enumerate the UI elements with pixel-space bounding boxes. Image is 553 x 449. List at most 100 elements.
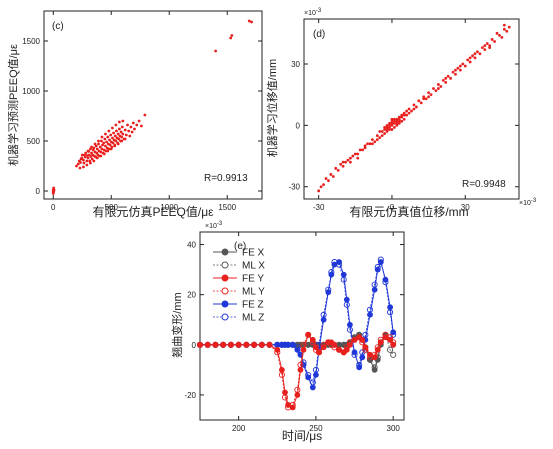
d-data-point — [480, 46, 484, 50]
e-series-line — [200, 333, 394, 409]
d-data-point — [461, 62, 465, 66]
d-data-point — [441, 78, 445, 82]
d-data-point — [500, 36, 504, 39]
e-data-point-open — [196, 341, 204, 348]
c-data-point — [113, 134, 117, 138]
d-data-point — [400, 115, 404, 119]
d-data-point — [378, 136, 382, 140]
e-legend-label: FE Z — [242, 300, 264, 311]
c-data-point — [51, 191, 55, 195]
c-data-point — [137, 119, 141, 123]
e-data-point-open — [356, 361, 363, 368]
c-ytick-label: 0 — [36, 187, 41, 196]
e-data-point-open — [297, 361, 304, 368]
e-data-point-open — [382, 331, 389, 338]
d-xtick-label: 30 — [461, 203, 470, 212]
c-data-point — [76, 162, 80, 166]
e-data-point-open — [212, 341, 219, 348]
d-data-point — [336, 168, 340, 172]
d-data-point — [395, 121, 399, 125]
c-data-point — [52, 188, 56, 192]
d-y-exponent: ×10-3 — [304, 8, 322, 17]
d-data-point — [395, 119, 399, 123]
d-data-point — [319, 185, 323, 189]
c-data-point — [102, 152, 106, 156]
e-data-point-filled — [320, 316, 327, 323]
d-data-point — [331, 175, 335, 178]
d-data-point — [383, 128, 387, 131]
d-data-point — [436, 87, 440, 90]
d-data-point — [388, 121, 391, 125]
c-data-point — [128, 134, 132, 138]
e-data-point-open — [336, 346, 343, 353]
d-data-point — [358, 148, 362, 152]
d-data-point — [400, 113, 404, 117]
c-data-point — [80, 153, 84, 157]
e-ytick-label: 0 — [192, 341, 197, 350]
e-data-point-open — [371, 364, 378, 371]
d-data-point — [397, 117, 401, 121]
d-ytick-label: 0 — [296, 121, 301, 130]
e-data-point-open — [204, 341, 211, 348]
d-data-point — [502, 27, 506, 31]
e-data-point-open — [278, 371, 285, 378]
d-data-point — [392, 117, 396, 121]
c-data-point — [82, 158, 85, 162]
e-data-point-filled — [387, 304, 393, 311]
c-data-point — [135, 123, 139, 127]
e-data-point-open — [387, 334, 394, 341]
e-data-point-open — [362, 346, 369, 353]
e-xtick-label: 250 — [309, 424, 323, 433]
d-plot-frame — [303, 18, 520, 200]
c-data-point — [86, 156, 90, 160]
c-data-point — [250, 20, 253, 24]
c-data-point — [214, 49, 218, 53]
d-data-point — [419, 101, 423, 105]
e-data-point-open — [285, 404, 292, 411]
d-data-point — [366, 142, 369, 146]
c-data-point — [83, 153, 86, 157]
d-ytick-label: 30 — [291, 60, 300, 69]
c-data-point — [129, 125, 133, 129]
d-data-point — [468, 56, 472, 60]
e-legend-marker — [221, 300, 229, 308]
panel-c: 0 500 1000 1500 0 500 1000 1500 (c) R=0.9913 有限元仿真… — [6, 10, 263, 219]
e-y-exponent-base: ×10 — [205, 223, 217, 230]
d-data-point — [368, 142, 372, 146]
e-xtick-label: 300 — [387, 424, 401, 433]
d-data-point — [380, 134, 384, 137]
d-data-point — [422, 95, 426, 99]
c-data-point — [123, 137, 127, 141]
e-data-point-filled — [309, 384, 316, 391]
e-data-point-filled — [300, 346, 307, 353]
d-data-point — [324, 177, 328, 180]
c-data-point — [102, 141, 106, 145]
d-data-point — [454, 68, 457, 72]
d-data-point — [390, 121, 394, 125]
c-data-point — [93, 142, 97, 146]
e-y-exponent: ×10-3 — [205, 221, 223, 230]
d-data-point — [405, 113, 409, 117]
c-data-point — [111, 126, 114, 130]
e-legend-label: ML Y — [242, 287, 265, 298]
d-data-point — [412, 107, 416, 111]
e-legend-label: FE X — [242, 248, 265, 259]
e-data-point-open — [336, 261, 343, 268]
d-data-point — [427, 95, 431, 99]
e-panel-label: (e) — [234, 241, 246, 252]
c-data-point — [100, 135, 104, 139]
c-data-point — [88, 161, 92, 165]
c-data-point — [229, 36, 233, 40]
c-data-point — [111, 136, 114, 140]
d-data-point — [390, 117, 394, 121]
d-xtick-label: -30 — [313, 203, 325, 212]
d-data-point — [363, 144, 367, 148]
d-data-point — [495, 31, 499, 35]
c-xtick-label: 1500 — [218, 203, 236, 212]
c-xtick-label: 1000 — [160, 203, 178, 212]
c-data-point — [133, 127, 136, 131]
e-data-point-open — [235, 341, 242, 348]
d-data-point — [344, 160, 347, 164]
d-data-point — [400, 119, 404, 123]
e-data-point-open — [289, 341, 296, 348]
